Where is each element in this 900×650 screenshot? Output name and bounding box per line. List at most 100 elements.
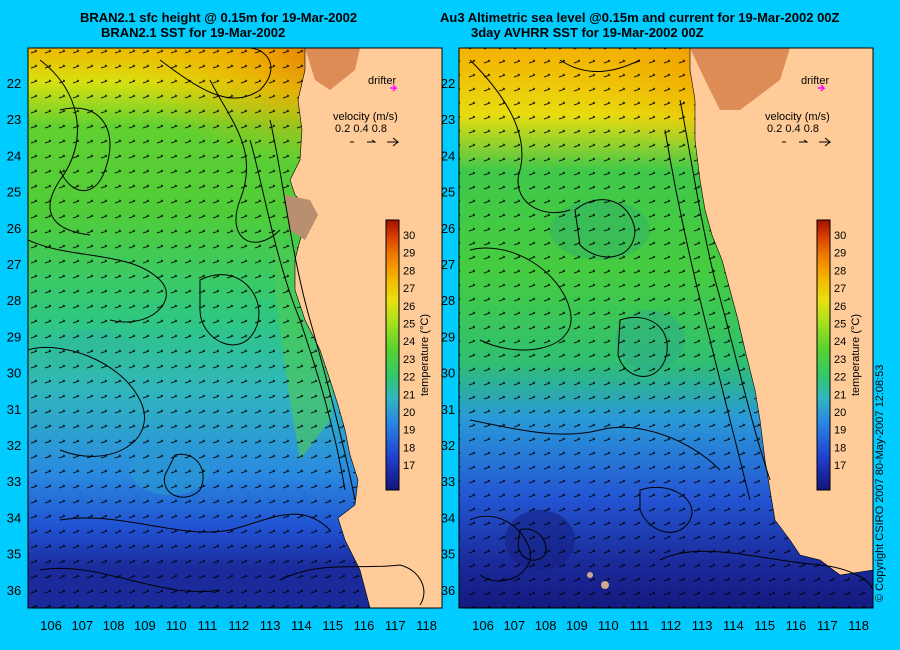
x-tick-label: 113 — [692, 618, 713, 633]
y-tick-label: 32 — [441, 438, 455, 453]
y-tick-label: 36 — [7, 583, 21, 598]
left-peninsula — [285, 195, 318, 240]
y-tick-label: 27 — [441, 257, 455, 272]
colorbar-tick-label: 23 — [403, 354, 415, 366]
y-tick-label: 31 — [441, 402, 455, 417]
left-land — [289, 48, 442, 608]
right-velocity-scale-arrows — [782, 137, 832, 147]
x-tick-label: 114 — [723, 618, 744, 633]
left-y-axis: 22 23 24 25 26 27 28 29 30 31 32 33 34 35 36 — [7, 76, 21, 598]
x-tick-label: 117 — [385, 618, 406, 633]
colorbar-tick-label: 25 — [834, 319, 846, 331]
y-tick-label: 26 — [441, 221, 455, 236]
colorbar-tick-label: 18 — [834, 442, 846, 454]
y-tick-label: 26 — [7, 221, 21, 236]
right-sea-level-contours — [469, 59, 873, 591]
colorbar-tick-label: 19 — [834, 425, 846, 437]
right-velocity-values: 0.2 0.4 0.8 — [767, 123, 819, 135]
x-tick-label: 116 — [354, 618, 375, 633]
right-colorbar-ticks: 30 29 28 27 26 25 24 23 22 21 20 19 18 17 — [834, 230, 846, 472]
y-tick-label: 29 — [7, 329, 21, 344]
x-tick-label: 116 — [786, 618, 807, 633]
left-drifter-label: drifter — [368, 75, 396, 87]
right-cloud-speck — [601, 581, 609, 589]
left-colorbar — [385, 219, 400, 491]
y-tick-label: 25 — [441, 185, 455, 200]
colorbar-tick-label: 30 — [834, 230, 846, 242]
right-colorbar — [816, 219, 831, 491]
colorbar-tick-label: 20 — [834, 407, 846, 419]
y-tick-label: 27 — [7, 257, 21, 272]
x-tick-label: 110 — [166, 618, 187, 633]
y-tick-label: 29 — [441, 329, 455, 344]
right-y-axis: 22 23 24 25 26 27 28 29 30 31 32 33 34 35 36 — [441, 76, 455, 598]
left-drifter-marker — [390, 84, 398, 92]
x-tick-label: 108 — [103, 618, 125, 633]
x-tick-label: 110 — [598, 618, 619, 633]
colorbar-tick-label: 22 — [403, 372, 415, 384]
left-velocity-values: 0.2 0.4 0.8 — [335, 123, 387, 135]
x-tick-label: 113 — [260, 618, 281, 633]
left-map-panel — [28, 48, 442, 608]
y-tick-label: 35 — [7, 547, 21, 562]
colorbar-tick-label: 21 — [834, 389, 846, 401]
copyright-credit: © Copyright CSIRO 2007 80-May-2007 12:08… — [874, 364, 886, 602]
colorbar-tick-label: 21 — [403, 389, 415, 401]
y-tick-label: 22 — [7, 76, 21, 91]
y-tick-label: 24 — [441, 148, 455, 163]
right-colorbar-label: temperature (°C) — [850, 314, 862, 396]
left-map-frame — [27, 47, 443, 609]
x-tick-label: 115 — [322, 618, 343, 633]
colorbar-tick-label: 17 — [403, 460, 415, 472]
colorbar-tick-label: 27 — [834, 283, 846, 295]
right-title-line1: Au3 Altimetric sea level @0.15m and curr… — [440, 10, 840, 25]
left-title-line1: BRAN2.1 sfc height @ 0.15m for 19-Mar-20… — [80, 10, 358, 25]
right-drifter-marker — [818, 84, 826, 92]
y-tick-label: 30 — [7, 366, 21, 381]
y-tick-label: 34 — [7, 510, 21, 525]
x-tick-label: 107 — [71, 618, 93, 633]
left-northern-land-shading — [305, 48, 360, 90]
x-tick-label: 112 — [228, 618, 249, 633]
x-tick-label: 114 — [291, 618, 312, 633]
x-tick-label: 118 — [848, 618, 869, 633]
y-tick-label: 36 — [441, 583, 455, 598]
y-tick-label: 24 — [7, 148, 21, 163]
colorbar-tick-label: 17 — [834, 460, 846, 472]
colorbar-tick-label: 25 — [403, 319, 415, 331]
colorbar-tick-label: 29 — [834, 248, 846, 260]
colorbar-tick-label: 23 — [834, 354, 846, 366]
left-sea-level-contours — [28, 48, 425, 606]
x-tick-label: 111 — [630, 618, 650, 633]
x-tick-label: 106 — [472, 618, 494, 633]
x-tick-label: 115 — [754, 618, 775, 633]
right-velocity-label: velocity (m/s) — [765, 111, 830, 123]
y-tick-label: 22 — [441, 76, 455, 91]
y-tick-label: 23 — [7, 112, 21, 127]
left-title-line2: BRAN2.1 SST for 19-Mar-2002 — [101, 25, 286, 40]
x-tick-label: 108 — [535, 618, 557, 633]
x-tick-label: 118 — [416, 618, 437, 633]
colorbar-tick-label: 24 — [834, 336, 846, 348]
right-map-frame — [458, 47, 874, 609]
colorbar-tick-label: 30 — [403, 230, 415, 242]
right-northern-land-shading — [690, 48, 790, 110]
left-x-axis: 106 107 108 109 110 111 112 113 114 115 116 117 118 — [40, 618, 437, 633]
x-tick-label: 109 — [566, 618, 588, 633]
colorbar-tick-label: 22 — [834, 372, 846, 384]
y-tick-label: 35 — [441, 547, 455, 562]
y-tick-label: 33 — [7, 474, 21, 489]
y-tick-label: 28 — [7, 293, 21, 308]
y-tick-label: 23 — [441, 112, 455, 127]
y-tick-label: 25 — [7, 185, 21, 200]
right-title-line2: 3day AVHRR SST for 19-Mar-2002 00Z — [471, 25, 704, 40]
colorbar-tick-label: 28 — [834, 265, 846, 277]
left-velocity-scale-arrows — [350, 137, 400, 147]
colorbar-tick-label: 28 — [403, 265, 415, 277]
colorbar-tick-label: 26 — [834, 301, 846, 313]
x-tick-label: 107 — [503, 618, 525, 633]
colorbar-tick-label: 26 — [403, 301, 415, 313]
x-tick-label: 111 — [198, 618, 218, 633]
right-x-axis: 106 107 108 109 110 111 112 113 114 115 116 117 118 — [472, 618, 869, 633]
